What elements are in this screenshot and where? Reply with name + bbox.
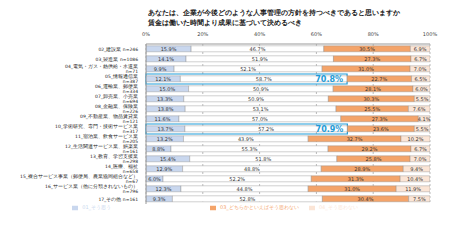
svg-text:28.9%: 28.9% bbox=[354, 166, 370, 172]
svg-text:12.9%: 12.9% bbox=[156, 166, 172, 172]
svg-text:12_生活関連サービス業、娯楽業n=161: 12_生活関連サービス業、娯楽業n=161 bbox=[65, 143, 138, 154]
svg-text:11.9%: 11.9% bbox=[405, 186, 421, 192]
svg-text:10.2%: 10.2% bbox=[408, 136, 424, 142]
svg-text:31.3%: 31.3% bbox=[348, 176, 364, 182]
svg-text:13.7%: 13.7% bbox=[158, 126, 174, 132]
svg-text:13_教育、学習支援業n=298: 13_教育、学習支援業n=298 bbox=[90, 153, 138, 164]
svg-text:7.0%: 7.0% bbox=[414, 66, 427, 72]
svg-text:31.0%: 31.0% bbox=[344, 186, 360, 192]
svg-text:04_電気・ガス・熱供給・水道業n=71: 04_電気・ガス・熱供給・水道業n=71 bbox=[65, 63, 138, 74]
svg-text:17_その他 n=161: 17_その他 n=161 bbox=[98, 197, 138, 203]
svg-text:07_卸売業、小売業n=694: 07_卸売業、小売業n=694 bbox=[95, 93, 138, 104]
svg-text:27.3%: 27.3% bbox=[364, 56, 380, 62]
svg-text:4.1%: 4.1% bbox=[418, 116, 431, 122]
svg-text:40%: 40% bbox=[254, 31, 265, 37]
html-text:賃金は働いた時間より成果に基づいて決めるべき: 賃金は働いた時間より成果に基づいて決めるべき bbox=[148, 19, 302, 27]
svg-text:02_建設業 n=246: 02_建設業 n=246 bbox=[98, 46, 138, 53]
svg-text:9.3%: 9.3% bbox=[153, 196, 166, 202]
html-text:03_どちらかといえばそう思わない: 03_どちらかといえばそう思わない bbox=[220, 204, 299, 210]
svg-text:57.0%: 57.0% bbox=[252, 116, 268, 122]
svg-text:7.0%: 7.0% bbox=[414, 156, 427, 162]
svg-text:30.3%: 30.3% bbox=[363, 96, 379, 102]
svg-text:52.8%: 52.8% bbox=[239, 196, 255, 202]
svg-text:46.7%: 46.7% bbox=[250, 46, 266, 52]
svg-text:29.2%: 29.2% bbox=[362, 146, 378, 152]
svg-text:52.1%: 52.1% bbox=[240, 66, 256, 72]
html-text:04_そう思わない: 04_そう思わない bbox=[318, 204, 358, 210]
svg-text:6.0%: 6.0% bbox=[148, 176, 161, 182]
svg-text:28.1%: 28.1% bbox=[365, 86, 381, 92]
svg-text:13.2%: 13.2% bbox=[157, 136, 173, 142]
svg-text:58.7%: 58.7% bbox=[256, 76, 272, 82]
svg-text:20%: 20% bbox=[197, 31, 208, 37]
svg-text:8.8%: 8.8% bbox=[152, 146, 165, 152]
svg-text:52.2%: 52.2% bbox=[229, 176, 245, 182]
svg-text:27.3%: 27.3% bbox=[372, 116, 388, 122]
svg-text:06_運輸業、郵便業n=334: 06_運輸業、郵便業n=334 bbox=[95, 83, 138, 94]
svg-text:5.5%: 5.5% bbox=[416, 96, 429, 102]
svg-text:6.7%: 6.7% bbox=[414, 146, 427, 152]
svg-text:55.3%: 55.3% bbox=[242, 146, 258, 152]
svg-text:60%: 60% bbox=[311, 31, 322, 37]
svg-text:31.0%: 31.0% bbox=[358, 66, 374, 72]
svg-text:10_学術研究、専門・技術サービス業n=317: 10_学術研究、専門・技術サービス業n=317 bbox=[55, 123, 138, 134]
svg-text:22.7%: 22.7% bbox=[371, 76, 387, 82]
svg-text:9.4%: 9.4% bbox=[410, 166, 423, 172]
svg-text:57.2%: 57.2% bbox=[258, 126, 274, 132]
svg-text:25.8%: 25.8% bbox=[366, 156, 382, 162]
svg-text:14_医療、福祉n=658: 14_医療、福祉n=658 bbox=[105, 163, 138, 174]
svg-text:13.8%: 13.8% bbox=[158, 106, 174, 112]
svg-text:15.4%: 15.4% bbox=[160, 156, 176, 162]
svg-text:05_情報通信業n=387: 05_情報通信業n=387 bbox=[105, 73, 138, 84]
svg-text:30.5%: 30.5% bbox=[359, 46, 375, 52]
svg-text:30.4%: 30.4% bbox=[358, 196, 374, 202]
svg-text:70.9%: 70.9% bbox=[316, 125, 344, 134]
svg-text:7.6%: 7.6% bbox=[413, 106, 426, 112]
svg-text:6.7%: 6.7% bbox=[414, 56, 427, 62]
svg-text:08_金融業、保険業n=226: 08_金融業、保険業n=226 bbox=[95, 103, 138, 114]
svg-text:16_サービス業（他に分類されないもの）n=796: 16_サービス業（他に分類されないもの）n=796 bbox=[45, 183, 138, 194]
svg-text:12.3%: 12.3% bbox=[156, 186, 172, 192]
svg-text:6.9%: 6.9% bbox=[414, 46, 427, 52]
svg-text:5.5%: 5.5% bbox=[416, 126, 429, 132]
svg-text:32.7%: 32.7% bbox=[347, 136, 363, 142]
svg-text:25.5%: 25.5% bbox=[364, 106, 380, 112]
svg-text:70.8%: 70.8% bbox=[315, 75, 343, 84]
svg-text:11_宿泊業、飲食サービス業n=205: 11_宿泊業、飲食サービス業n=205 bbox=[75, 133, 138, 144]
svg-text:03_製造業 n=1086: 03_製造業 n=1086 bbox=[96, 56, 139, 63]
svg-text:43.9%: 43.9% bbox=[238, 136, 254, 142]
svg-text:23.6%: 23.6% bbox=[373, 126, 389, 132]
svg-text:0%: 0% bbox=[142, 31, 150, 37]
svg-text:6.5%: 6.5% bbox=[414, 76, 427, 82]
html-text:02_どちらかといえばそう思う: 02_どちらかといえばそう思う bbox=[131, 204, 200, 210]
svg-text:48.8%: 48.8% bbox=[244, 166, 260, 172]
svg-text:50.9%: 50.9% bbox=[253, 86, 269, 92]
html-text:01_そう思う: 01_そう思う bbox=[82, 204, 112, 210]
svg-text:12.1%: 12.1% bbox=[155, 76, 171, 82]
svg-text:9.9%: 9.9% bbox=[154, 66, 167, 72]
svg-text:10.4%: 10.4% bbox=[407, 176, 423, 182]
svg-text:100%: 100% bbox=[423, 31, 438, 37]
svg-text:50.9%: 50.9% bbox=[248, 96, 264, 102]
svg-text:15_複合サービス事業（郵便局、農業協同組合など）n=67: 15_複合サービス事業（郵便局、農業協同組合など）n=67 bbox=[20, 173, 138, 184]
svg-text:14.1%: 14.1% bbox=[158, 56, 174, 62]
svg-text:11.6%: 11.6% bbox=[155, 116, 171, 122]
svg-text:13.3%: 13.3% bbox=[157, 96, 173, 102]
svg-text:15.9%: 15.9% bbox=[161, 46, 177, 52]
svg-text:44.8%: 44.8% bbox=[237, 186, 253, 192]
svg-text:6.0%: 6.0% bbox=[415, 86, 428, 92]
svg-text:7.5%: 7.5% bbox=[413, 196, 426, 202]
svg-text:51.9%: 51.9% bbox=[252, 56, 268, 62]
svg-text:09_不動産業、物品賃貸業n=121: 09_不動産業、物品賃貸業n=121 bbox=[80, 113, 138, 124]
svg-text:51.8%: 51.8% bbox=[255, 156, 271, 162]
svg-text:53.1%: 53.1% bbox=[253, 106, 269, 112]
svg-text:80%: 80% bbox=[368, 31, 379, 37]
html-text:あなたは、企業が今後どのような人事管理の方針を持つべきである: あなたは、企業が今後どのような人事管理の方針を持つべきであると思いますか bbox=[148, 9, 400, 17]
svg-text:15.0%: 15.0% bbox=[159, 86, 175, 92]
